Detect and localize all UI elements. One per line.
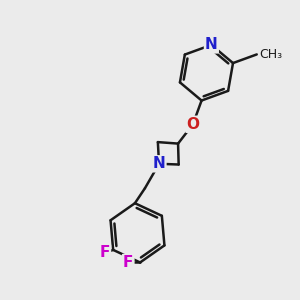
Text: CH₃: CH₃	[259, 48, 282, 61]
Text: F: F	[123, 255, 134, 270]
Text: O: O	[186, 117, 200, 132]
Text: N: N	[205, 38, 218, 52]
Text: N: N	[153, 156, 165, 171]
Text: F: F	[100, 245, 110, 260]
